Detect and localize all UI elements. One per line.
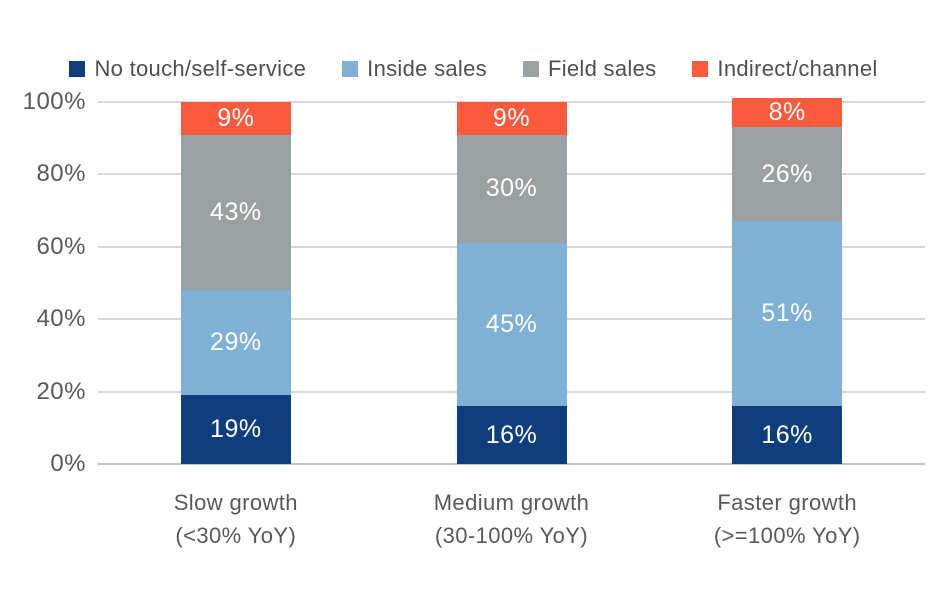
bar-value-label: 43% xyxy=(210,197,262,226)
bar-segment: 9% xyxy=(456,102,567,135)
bar-segment: 43% xyxy=(180,134,291,291)
legend-item-4: Indirect/channel xyxy=(692,56,877,82)
y-axis-tick-label: 80% xyxy=(36,160,86,188)
bar-segment: 16% xyxy=(456,406,567,464)
legend-item-label: Inside sales xyxy=(367,56,487,81)
bar-segment: 30% xyxy=(456,134,567,244)
y-axis: 0% 20% 40% 60% 80% 100% xyxy=(0,88,86,477)
bar-segment: 16% xyxy=(732,406,843,464)
bar-segment: 45% xyxy=(456,243,567,407)
legend-item-1: No touch/self-service xyxy=(69,56,306,82)
bar-column-1: 19% 29% 43% 9% xyxy=(180,102,291,464)
x-axis-labels: Slow growth (<30% YoY) Medium growth (30-10… xyxy=(98,486,925,552)
legend-item-label: Indirect/channel xyxy=(717,56,878,81)
bar-value-label: 19% xyxy=(210,415,262,444)
legend-swatch-icon xyxy=(69,61,86,77)
chart-legend: No touch/self-service Inside sales Field s… xyxy=(0,56,947,82)
bar-value-label: 51% xyxy=(761,299,813,328)
bar-column-3: 16% 51% 26% 8% xyxy=(732,98,843,464)
bar-column-2: 16% 45% 30% 9% xyxy=(456,102,567,464)
category-label-line2: (<30% YoY) xyxy=(175,523,297,548)
bar-value-label: 9% xyxy=(492,103,531,132)
bar-value-label: 8% xyxy=(768,98,806,127)
bar-segment: 19% xyxy=(180,395,291,464)
category-label-line2: (30-100% YoY) xyxy=(434,523,589,548)
plot-area: 19% 29% 43% 9% 16% 45% 30% 9% 16% 51% 26% 8% xyxy=(98,98,925,465)
x-axis-category-label: Medium growth (30-100% YoY) xyxy=(374,486,650,552)
category-label-line1: Medium growth xyxy=(433,490,590,515)
bar-segment: 29% xyxy=(180,290,291,396)
category-label-line1: Slow growth xyxy=(173,490,298,515)
gridline-0% xyxy=(98,463,925,465)
bar-value-label: 30% xyxy=(485,174,538,203)
gridline-100% xyxy=(98,101,925,103)
bar-value-label: 26% xyxy=(761,159,813,188)
bar-value-label: 16% xyxy=(485,420,538,449)
y-axis-tick-label: 40% xyxy=(36,305,86,333)
legend-item-3: Field sales xyxy=(522,56,657,82)
legend-swatch-icon xyxy=(692,61,709,77)
category-label-line2: (>=100% YoY) xyxy=(713,523,861,548)
y-axis-tick-label: 60% xyxy=(36,232,86,260)
bar-value-label: 29% xyxy=(210,328,262,357)
bar-value-label: 45% xyxy=(485,310,538,339)
legend-swatch-icon xyxy=(342,61,359,77)
bar-segment: 9% xyxy=(180,102,291,135)
bar-segment: 26% xyxy=(732,127,843,222)
bar-value-label: 16% xyxy=(761,420,813,449)
x-axis-category-label: Slow growth (<30% YoY) xyxy=(98,486,374,552)
bar-segment: 8% xyxy=(732,98,843,128)
y-axis-tick-label: 0% xyxy=(50,450,86,477)
bar-value-label: 9% xyxy=(217,103,255,132)
category-label-line1: Faster growth xyxy=(717,490,858,515)
x-axis-category-label: Faster growth (>=100% YoY) xyxy=(649,486,925,552)
legend-item-label: No touch/self-service xyxy=(94,56,307,81)
legend-swatch-icon xyxy=(522,61,539,77)
y-axis-tick-label: 20% xyxy=(36,377,86,405)
bar-segment: 51% xyxy=(732,221,843,407)
legend-item-label: Field sales xyxy=(547,56,657,81)
y-axis-tick-label: 100% xyxy=(22,88,86,115)
legend-item-2: Inside sales xyxy=(342,56,487,82)
